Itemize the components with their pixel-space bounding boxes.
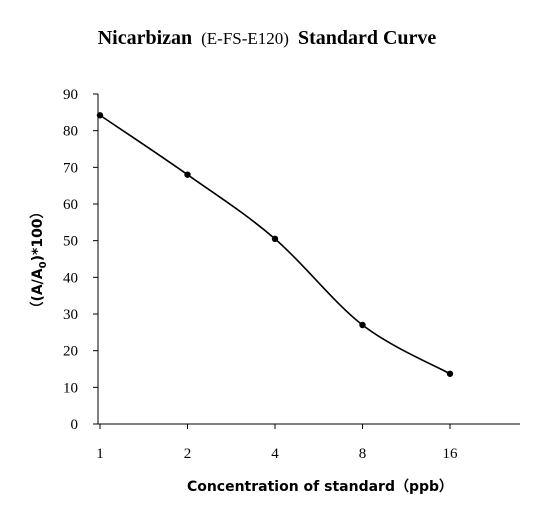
x-ticks: 1 2 4 8 16 bbox=[96, 424, 459, 462]
data-point bbox=[184, 171, 191, 178]
y-ticks: 0 10 20 30 40 50 60 70 80 90 bbox=[63, 87, 98, 433]
y-tick-label: 70 bbox=[63, 160, 78, 176]
y-axis-label: （(A/A0)*100） bbox=[30, 204, 49, 315]
x-tick-label: 4 bbox=[271, 446, 279, 462]
x-axis-label: Concentration of standard（ppb） bbox=[187, 479, 453, 495]
data-point bbox=[359, 321, 366, 329]
data-point bbox=[271, 235, 279, 243]
y-tick-label: 50 bbox=[63, 234, 78, 250]
chart-title-prefix: Nicarbizan bbox=[98, 27, 192, 49]
y-axis-label-prefix: （(A/A bbox=[30, 268, 46, 315]
x-tick-label: 8 bbox=[359, 446, 367, 462]
data-point bbox=[446, 370, 454, 377]
y-axis-label-subscript: 0 bbox=[38, 261, 49, 268]
chart-title-suffix: Standard Curve bbox=[298, 27, 436, 49]
data-point bbox=[96, 112, 104, 119]
chart-title-middle: (E-FS-E120) bbox=[201, 29, 289, 48]
y-tick-label: 20 bbox=[63, 344, 78, 360]
y-tick-label: 10 bbox=[63, 380, 78, 396]
chart-title: Nicarbizan (E-FS-E120) Standard Curve bbox=[98, 27, 437, 49]
series-line bbox=[99, 114, 451, 375]
y-tick-label: 0 bbox=[71, 417, 79, 433]
x-tick-label: 16 bbox=[443, 446, 459, 462]
x-tick-label: 1 bbox=[96, 446, 104, 462]
y-tick-label: 40 bbox=[63, 270, 78, 286]
y-axis-label-suffix: )*100） bbox=[30, 204, 46, 261]
y-tick-label: 90 bbox=[63, 87, 78, 103]
y-tick-label: 30 bbox=[63, 307, 78, 323]
y-tick-label: 60 bbox=[63, 197, 78, 213]
x-tick-label: 2 bbox=[184, 446, 192, 462]
y-tick-label: 80 bbox=[63, 124, 78, 140]
series-points bbox=[96, 112, 454, 377]
